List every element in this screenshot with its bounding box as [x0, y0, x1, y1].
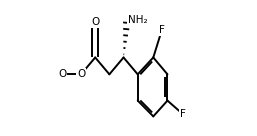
Text: O: O — [91, 17, 99, 27]
Text: F: F — [159, 25, 165, 35]
Text: O: O — [58, 69, 66, 79]
Text: F: F — [180, 109, 186, 119]
Text: NH₂: NH₂ — [128, 15, 147, 25]
Text: O: O — [77, 69, 85, 79]
